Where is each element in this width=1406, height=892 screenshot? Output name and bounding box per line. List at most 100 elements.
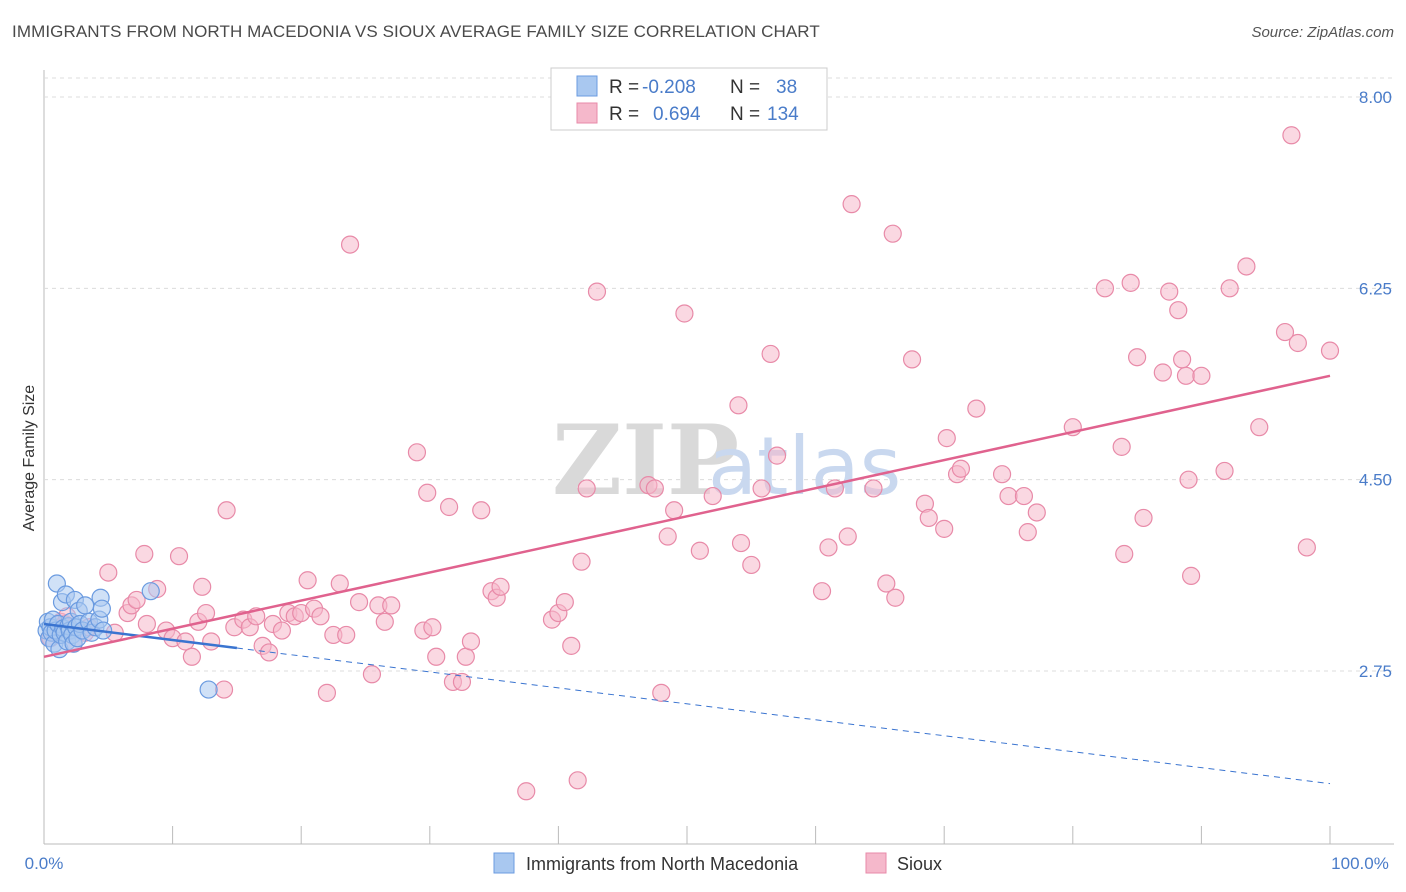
sioux-point [1115,544,1134,564]
x-tick-label-left: 0.0% [25,854,64,873]
sioux-point [1160,282,1179,301]
trend-lines [43,374,1331,785]
legend-n-label-sioux: N = [730,104,760,125]
sioux-point [812,582,832,601]
sioux-point [999,486,1018,506]
sioux-point [742,555,761,575]
sioux-point [675,304,694,323]
sioux-point [217,501,236,520]
sioux-point [992,465,1012,484]
sioux-point [1173,350,1192,369]
sioux-point [951,459,971,478]
sioux-point [1121,273,1140,292]
macedonia-point [76,596,95,615]
sioux-point [407,443,427,462]
sioux-point [883,224,902,243]
sioux-point [1192,366,1211,385]
sioux-point [214,680,234,699]
sioux-point [1250,418,1269,437]
sioux-point [1112,437,1131,456]
sioux-point [135,544,154,564]
sioux-point [729,396,748,415]
sioux-point [572,552,591,571]
macedonia-point [92,599,111,618]
sioux-point [330,574,349,593]
legend-swatch-macedonia [576,75,598,97]
sioux-point [1018,523,1037,542]
sioux-point [1282,126,1301,145]
sioux-point [562,636,581,655]
sioux-point [1320,341,1340,360]
macedonia-point [141,582,160,601]
sioux-point [1027,503,1046,522]
sioux-point [461,632,481,651]
sioux-point [182,647,201,666]
sioux-point [1237,257,1256,276]
sioux-point [767,446,787,465]
sioux-point [555,593,574,612]
y-axis-label: Average Family Size [21,385,38,532]
sioux-point [298,571,317,590]
legend-n-value-sioux: 134 [767,104,799,125]
y-tick-label: 8.00 [1359,88,1392,107]
sioux-point [752,479,771,498]
bottom-legend: Immigrants from North Macedonia Sioux [493,852,942,874]
sioux-point [340,235,360,254]
sioux-point [127,590,146,610]
sioux-point [1288,333,1307,353]
sioux-point [1014,486,1034,506]
legend-swatch-sioux [576,102,598,124]
sioux-point [272,621,292,640]
sioux-point [935,519,954,538]
sioux-point [362,665,382,684]
y-tick-label: 4.50 [1359,471,1392,490]
sioux-point [886,588,905,607]
sioux-point [311,607,330,626]
y-tick-label: 2.75 [1359,662,1392,681]
legend-r-label-sioux: R = [609,104,639,125]
sioux-point [382,596,401,615]
macedonia-point [199,680,218,699]
sioux-point [937,429,956,448]
sioux-point [427,647,446,666]
sioux-point [902,350,922,369]
macedonia-points [37,574,218,699]
watermark-atlas: atlas [708,420,901,513]
sioux-point [1127,348,1147,367]
sioux-point [568,771,587,790]
sioux-point [317,683,337,702]
y-tick-label: 6.25 [1359,279,1392,298]
sioux-point [472,501,491,520]
sioux-trend-line [43,374,1331,659]
legend-r-label-macedonia: R = [609,77,639,98]
sioux-point [193,577,212,596]
macedonia-trend-extension [236,647,1331,785]
sioux-point [652,683,671,702]
bottom-legend-label-macedonia: Immigrants from North Macedonia [526,854,799,874]
sioux-point [731,533,751,553]
sioux-point [439,497,459,517]
sioux-point [1297,538,1316,557]
sioux-point [137,614,156,634]
sioux-point [658,527,677,546]
sioux-point [761,344,780,364]
sioux-point [349,593,369,612]
sioux-point [690,541,709,560]
legend-n-label-macedonia: N = [730,77,760,98]
sioux-point [877,574,896,593]
x-tick-marks [43,826,1331,844]
sioux-point [703,486,722,506]
sioux-point [1182,566,1201,585]
sioux-point [842,195,861,214]
sioux-point [1153,363,1172,382]
sioux-point [1134,508,1153,528]
chart-source: Source: ZipAtlas.com [1251,24,1394,41]
sioux-point [645,479,664,498]
sioux-point [491,577,510,596]
sioux-point [1275,322,1295,342]
bottom-legend-swatch-sioux [865,852,887,874]
sioux-point [202,632,221,651]
sioux-point [587,282,607,301]
sioux-point [99,563,118,582]
